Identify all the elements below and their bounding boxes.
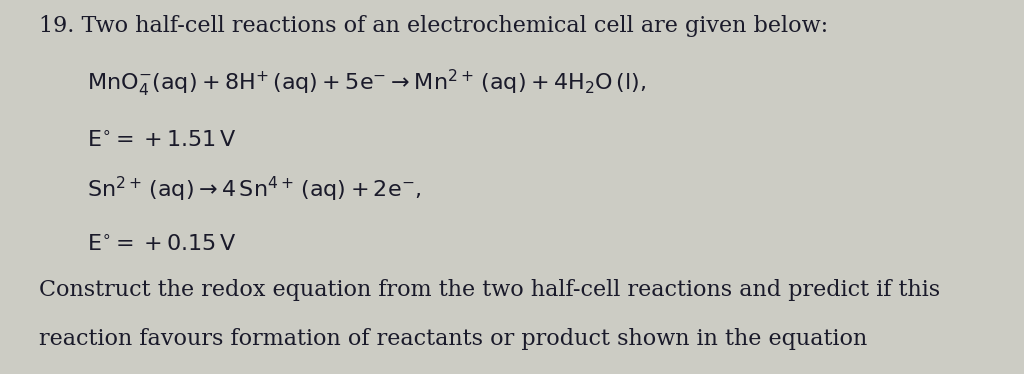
Text: $\mathrm{E^{\circ} = +1.51\,V}$: $\mathrm{E^{\circ} = +1.51\,V}$: [87, 129, 237, 151]
Text: reaction favours formation of reactants or product shown in the equation: reaction favours formation of reactants …: [39, 328, 867, 350]
Text: Construct the redox equation from the two half-cell reactions and predict if thi: Construct the redox equation from the tw…: [39, 279, 940, 301]
Text: $\mathrm{E^{\circ} = +0.15\,V}$: $\mathrm{E^{\circ} = +0.15\,V}$: [87, 234, 237, 256]
Text: $\mathrm{MnO^{-}_{4}(aq) + 8H^{+}\,(aq) + 5e^{-} \rightarrow Mn^{2+}\,(aq) + 4H_: $\mathrm{MnO^{-}_{4}(aq) + 8H^{+}\,(aq) …: [87, 68, 646, 99]
Text: 19. Two half-cell reactions of an electrochemical cell are given below:: 19. Two half-cell reactions of an electr…: [39, 15, 828, 37]
Text: $\mathrm{Sn^{2+}\,(aq) \rightarrow 4\,Sn^{4+}\,(aq) + 2e^{-},}$: $\mathrm{Sn^{2+}\,(aq) \rightarrow 4\,Sn…: [87, 175, 422, 204]
